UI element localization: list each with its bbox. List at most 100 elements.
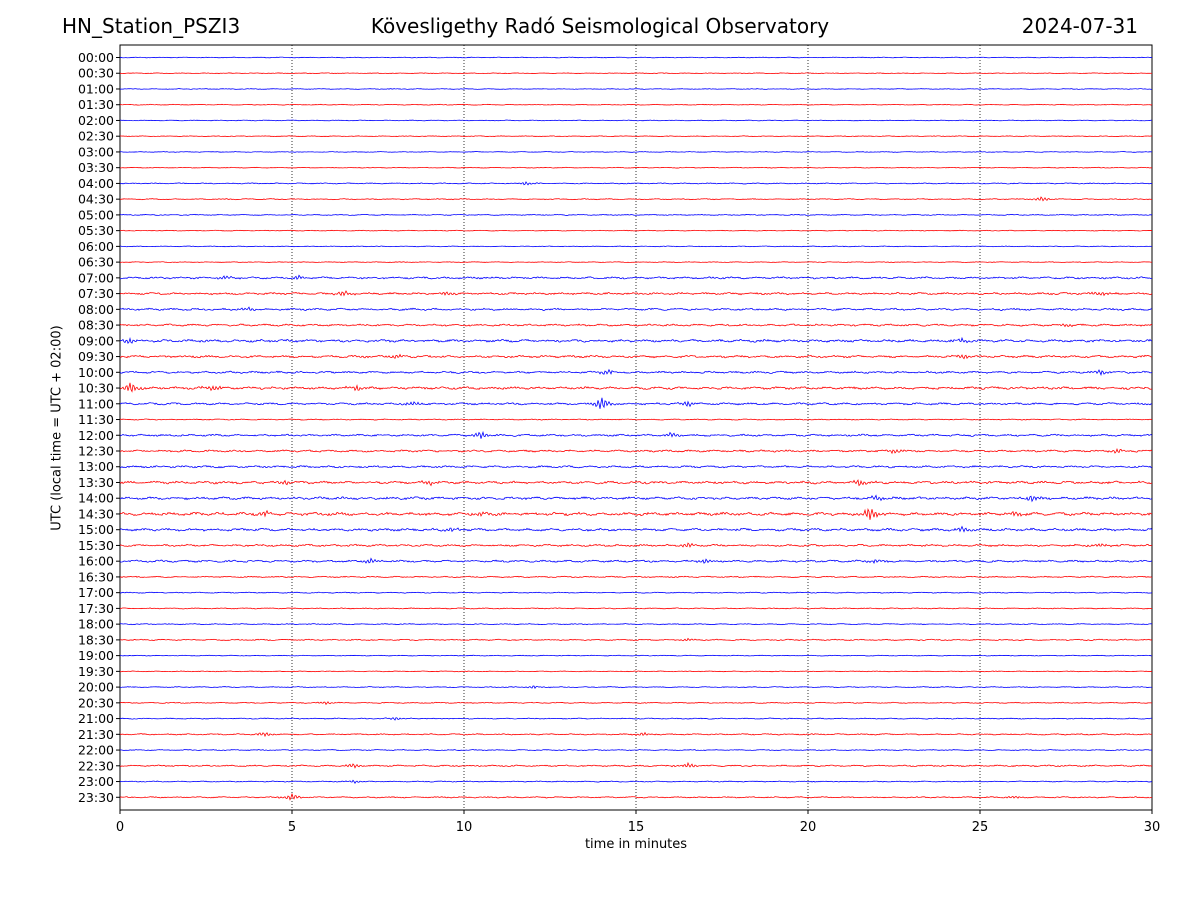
trace-2000 <box>119 685 1153 689</box>
trace-2200 <box>119 749 1153 752</box>
y-tick-label: 07:00 <box>78 270 114 285</box>
y-tick-label: 20:30 <box>78 695 114 710</box>
trace-0630 <box>119 261 1153 263</box>
trace-1600 <box>119 557 1153 564</box>
x-tick-label: 15 <box>628 820 645 835</box>
y-tick-label: 07:30 <box>78 286 114 301</box>
y-tick-label: 03:30 <box>78 160 114 175</box>
y-tick-label: 23:30 <box>78 790 114 805</box>
x-tick-label: 5 <box>288 820 296 835</box>
trace-1630 <box>119 575 1153 579</box>
y-tick-label: 18:30 <box>78 632 114 647</box>
trace-2030 <box>119 701 1153 706</box>
trace-2230 <box>119 761 1153 769</box>
trace-0400 <box>119 181 1153 186</box>
y-tick-label: 16:30 <box>78 569 114 584</box>
y-tick-label: 19:00 <box>78 648 114 663</box>
y-tick-label: 18:00 <box>78 617 114 632</box>
x-axis-label: time in minutes <box>584 837 688 852</box>
y-tick-label: 20:00 <box>78 680 114 695</box>
x-tick-label: 20 <box>800 820 817 835</box>
trace-2130 <box>119 731 1153 738</box>
trace-1730 <box>119 607 1153 610</box>
trace-0330 <box>119 166 1153 169</box>
trace-1230 <box>119 447 1153 455</box>
y-tick-label: 05:30 <box>78 223 114 238</box>
trace-2300 <box>119 779 1153 785</box>
trace-0130 <box>119 103 1153 106</box>
y-tick-label: 13:00 <box>78 459 114 474</box>
station-name: HN_Station_PSZI3 <box>62 14 241 38</box>
y-tick-label: 00:00 <box>78 50 114 65</box>
trace-1830 <box>119 637 1153 642</box>
trace-1200 <box>119 430 1153 439</box>
y-tick-label: 09:30 <box>78 349 114 364</box>
x-tick-label: 0 <box>116 820 124 835</box>
plot-frame <box>119 44 1153 811</box>
y-tick-label: 21:00 <box>78 711 114 726</box>
y-tick-label: 21:30 <box>78 727 114 742</box>
y-tick-label: 09:00 <box>78 333 114 348</box>
trace-0900 <box>119 336 1153 345</box>
trace-0530 <box>119 229 1153 232</box>
trace-1530 <box>119 542 1153 548</box>
y-tick-label: 02:30 <box>78 129 114 144</box>
trace-1900 <box>119 654 1153 657</box>
trace-0700 <box>119 274 1153 280</box>
x-tick-label: 30 <box>1144 820 1161 835</box>
y-tick-label: 17:30 <box>78 601 114 616</box>
y-tick-label: 22:30 <box>78 758 114 773</box>
trace-1500 <box>119 525 1153 533</box>
y-tick-label: 08:00 <box>78 302 114 317</box>
y-tick-label: 02:00 <box>78 113 114 128</box>
y-tick-label: 10:00 <box>78 365 114 380</box>
trace-1130 <box>119 418 1153 421</box>
trace-0430 <box>119 196 1153 202</box>
y-tick-label: 10:30 <box>78 381 114 396</box>
y-tick-label: 04:30 <box>78 192 114 207</box>
trace-0030 <box>119 72 1153 75</box>
y-tick-label: 11:00 <box>78 396 114 411</box>
trace-1700 <box>119 591 1153 594</box>
y-tick-label: 01:00 <box>78 81 114 96</box>
y-tick-label: 00:30 <box>78 66 114 81</box>
y-tick-label: 08:30 <box>78 318 114 333</box>
trace-1000 <box>119 368 1153 376</box>
trace-1430 <box>119 508 1153 520</box>
trace-0000 <box>119 56 1153 59</box>
y-tick-label: 04:00 <box>78 176 114 191</box>
y-tick-label: 12:30 <box>78 444 114 459</box>
x-tick-label: 25 <box>972 820 989 835</box>
trace-0100 <box>119 88 1153 90</box>
trace-0300 <box>119 151 1153 153</box>
y-tick-label: 16:00 <box>78 554 114 569</box>
y-tick-label: 03:00 <box>78 144 114 159</box>
trace-1930 <box>119 670 1153 673</box>
y-axis-label: UTC (local time = UTC + 02:00) <box>49 325 65 531</box>
y-tick-label: 15:30 <box>78 538 114 553</box>
trace-0600 <box>119 245 1153 248</box>
trace-1100 <box>119 397 1153 409</box>
trace-0230 <box>119 135 1153 138</box>
trace-0930 <box>119 353 1153 360</box>
trace-0200 <box>119 119 1153 122</box>
x-tick-label: 10 <box>456 820 473 835</box>
chart-date: 2024-07-31 <box>1021 14 1138 38</box>
y-tick-label: 15:00 <box>78 522 114 537</box>
y-tick-label: 17:00 <box>78 585 114 600</box>
trace-1030 <box>119 382 1153 393</box>
y-tick-label: 13:30 <box>78 475 114 490</box>
trace-1300 <box>119 465 1153 469</box>
trace-0500 <box>119 213 1153 216</box>
trace-0730 <box>119 290 1153 297</box>
y-tick-label: 01:30 <box>78 97 114 112</box>
trace-2100 <box>119 717 1153 721</box>
y-tick-label: 06:30 <box>78 255 114 270</box>
y-tick-label: 14:00 <box>78 491 114 506</box>
y-tick-label: 19:30 <box>78 664 114 679</box>
trace-2330 <box>119 793 1153 801</box>
y-tick-label: 14:30 <box>78 506 114 521</box>
y-tick-label: 22:00 <box>78 743 114 758</box>
y-tick-label: 23:00 <box>78 774 114 789</box>
